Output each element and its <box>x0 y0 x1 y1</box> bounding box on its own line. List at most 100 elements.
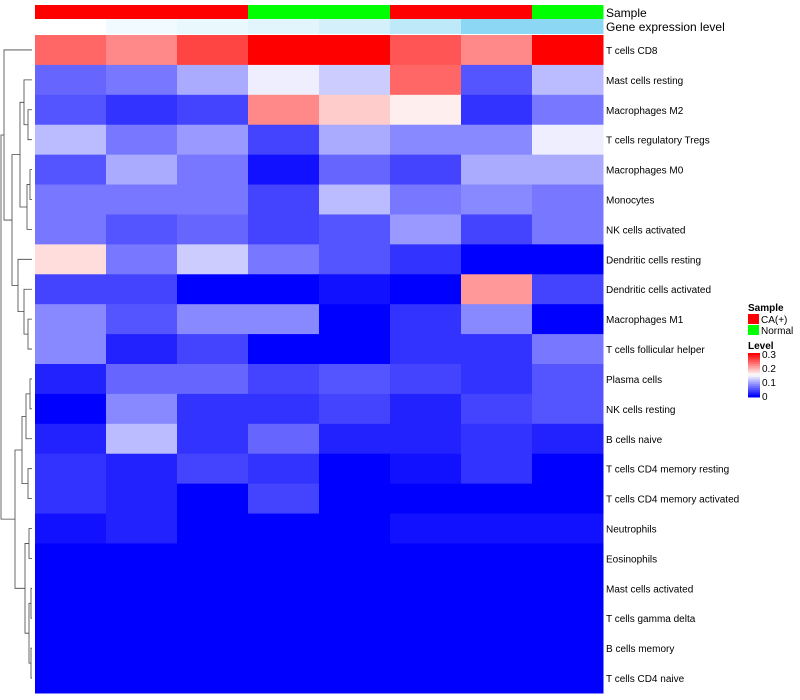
heatmap-cell <box>461 35 533 66</box>
expression-annotation-cell <box>532 19 604 34</box>
legend-gradient-step <box>748 376 760 380</box>
heatmap-cell <box>35 244 107 275</box>
heatmap-cell <box>248 274 320 305</box>
heatmap-cell <box>106 633 178 664</box>
heatmap-cell <box>319 124 391 156</box>
heatmap-cell <box>177 124 249 156</box>
heatmap-cell <box>106 483 178 515</box>
heatmap-cell <box>461 603 533 634</box>
row-label: T cells CD4 memory activated <box>606 495 739 506</box>
heatmap-cell <box>532 124 604 156</box>
legend-gradient-step <box>748 389 760 392</box>
row-label: Plasma cells <box>606 375 662 386</box>
heatmap-cell <box>319 483 391 515</box>
heatmap-cell <box>177 453 249 485</box>
heatmap-cell <box>532 573 604 604</box>
dendrogram-branch <box>27 468 32 499</box>
legend-gradient-step <box>748 353 760 356</box>
heatmap-cell <box>248 543 320 574</box>
heatmap-cell <box>319 304 391 335</box>
heatmap-cell <box>461 244 533 275</box>
sample-annotation-cell <box>248 5 320 19</box>
legend-gradient-step <box>748 384 760 387</box>
heatmap-cell <box>177 35 249 66</box>
heatmap-cell <box>177 154 249 186</box>
heatmap-cell <box>532 453 604 485</box>
heatmap-cell <box>390 244 462 275</box>
row-label: NK cells resting <box>606 405 675 416</box>
legend-gradient-step <box>748 354 760 358</box>
legend-gradient-step <box>748 395 760 398</box>
heatmap-cell <box>461 423 533 455</box>
heatmap-cell <box>461 663 533 694</box>
legend-gradient-step <box>748 369 760 372</box>
expression-annotation-cell <box>248 19 320 34</box>
heatmap-cell <box>106 364 178 395</box>
legend-gradient-step <box>748 375 760 378</box>
heatmap-cell <box>390 364 462 395</box>
heatmap-cell <box>35 304 107 335</box>
heatmap-cell <box>319 214 391 245</box>
heatmap-cell <box>319 244 391 275</box>
heatmap-cell <box>390 513 462 544</box>
heatmap-cell <box>177 94 249 126</box>
heatmap-cell <box>248 633 320 664</box>
legend-gradient-step <box>748 391 760 394</box>
row-labels: T cells CD8 Mast cells resting Macrophages… <box>606 46 739 685</box>
heatmap-cell <box>532 334 604 365</box>
heatmap-cell <box>177 64 249 96</box>
heatmap-cells <box>35 35 604 694</box>
heatmap-cell <box>248 214 320 245</box>
heatmap-cell <box>35 603 107 634</box>
heatmap-cell <box>319 543 391 574</box>
heatmap-cell <box>532 94 604 126</box>
heatmap-cell <box>248 483 320 515</box>
heatmap-cell <box>248 603 320 634</box>
row-label: Mast cells resting <box>606 76 683 87</box>
sample-annotation-cell <box>177 5 249 19</box>
legend-gradient-step <box>748 364 760 367</box>
dendrogram-branch <box>27 318 32 350</box>
heatmap-cell <box>461 633 533 664</box>
heatmap-cell <box>248 513 320 544</box>
heatmap-cell <box>177 214 249 245</box>
heatmap-cell <box>532 154 604 186</box>
expression-annotation-cell <box>35 19 107 34</box>
heatmap-cell <box>248 64 320 96</box>
heatmap-cell <box>461 334 533 365</box>
heatmap-cell <box>532 663 604 694</box>
heatmap-cell <box>390 334 462 365</box>
legend-gradient-step <box>748 378 760 381</box>
heatmap-cell <box>390 603 462 634</box>
legend-tick: 0.1 <box>762 378 776 389</box>
legend-gradient-step <box>748 371 760 374</box>
heatmap-cell <box>461 94 533 126</box>
legend-gradient-step <box>748 362 760 365</box>
legend-gradient-step <box>748 365 760 369</box>
row-label: T cells CD4 naive <box>606 674 685 685</box>
dendrogram-branch <box>14 449 25 589</box>
heatmap-cell <box>106 573 178 604</box>
sample-annotation-cell <box>390 5 462 19</box>
heatmap-cell <box>461 393 533 425</box>
row-label: Dendritic cells activated <box>606 285 711 296</box>
heatmap-cell <box>177 543 249 574</box>
heatmap-cell <box>461 214 533 245</box>
heatmap-cell <box>532 64 604 96</box>
legend-gradient-step <box>748 367 760 370</box>
heatmap-cell <box>35 274 107 305</box>
legend-gradient-step <box>748 387 760 391</box>
heatmap-cell <box>319 274 391 305</box>
legend-gradient-step <box>748 382 760 385</box>
legend-tick: 0.3 <box>762 350 776 361</box>
heatmap-cell <box>461 64 533 96</box>
heatmap-cell <box>106 274 178 305</box>
sample-annotation-cell <box>106 5 178 19</box>
heatmap-cell <box>390 543 462 574</box>
heatmap-cell <box>106 393 178 425</box>
heatmap-cell <box>35 94 107 126</box>
heatmap-cell <box>248 453 320 485</box>
heatmap-cell <box>319 154 391 186</box>
sample-annotation-cell <box>35 5 107 19</box>
